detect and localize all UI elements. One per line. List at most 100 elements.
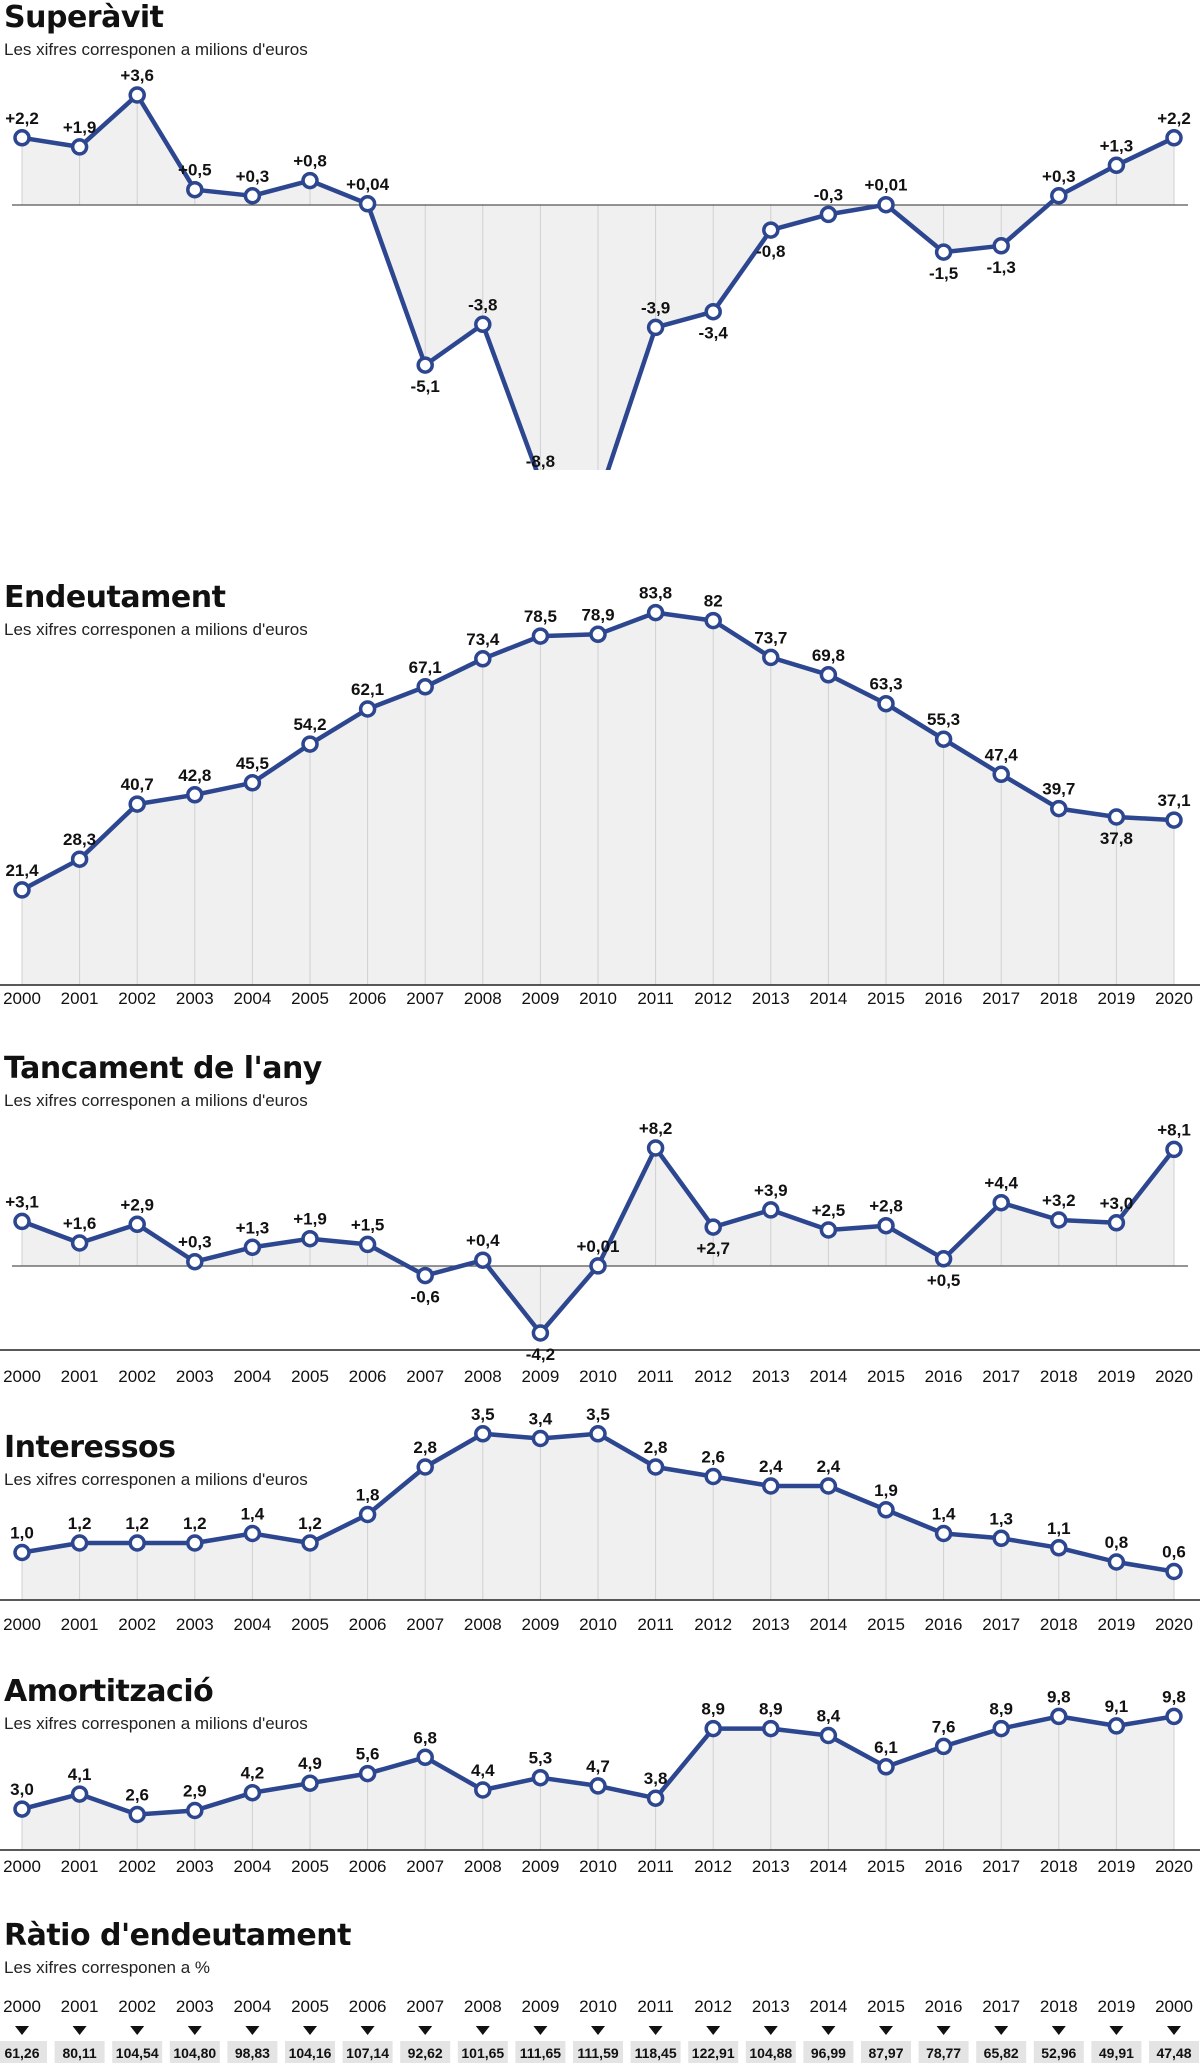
ratio-value: 104,88 [749, 2045, 792, 2061]
x-tick-label: 2003 [176, 1367, 214, 1386]
data-label: 37,8 [1100, 829, 1133, 848]
data-label: 3,8 [644, 1769, 668, 1788]
data-point [1050, 187, 1068, 205]
data-label: 73,7 [754, 628, 787, 647]
data-point [13, 129, 31, 147]
data-point [819, 666, 838, 684]
data-point [704, 1218, 722, 1236]
data-label: 1,3 [989, 1509, 1013, 1528]
x-tick-label: 2006 [349, 1997, 387, 2016]
x-tick-label: 2020 [1155, 1857, 1193, 1876]
data-point [992, 1719, 1010, 1738]
chart-interessos: Interessos Les xifres corresponen a mili… [0, 1405, 1200, 1634]
chart-title: Superàvit [4, 0, 164, 35]
data-label: 1,2 [125, 1514, 149, 1533]
x-tick-label: 2001 [61, 1367, 99, 1386]
data-point [877, 1501, 895, 1519]
data-label: 1,4 [241, 1505, 265, 1524]
chart-title: Amortització [4, 1674, 214, 1709]
x-tick-label: 2003 [176, 1997, 214, 2016]
data-point [762, 1201, 780, 1219]
x-tick-label: 2006 [349, 1857, 387, 1876]
data-point [1107, 1214, 1126, 1232]
data-label: 4,9 [298, 1754, 322, 1773]
x-tick-label: 2012 [694, 1615, 732, 1634]
data-label: +2,2 [1157, 109, 1191, 128]
triangle-down-icon [245, 2026, 260, 2035]
x-tick-label: 2013 [752, 1367, 790, 1386]
data-label: +2,9 [120, 1195, 154, 1214]
x-tick-label: 2007 [406, 989, 444, 1008]
data-label: -4,2 [526, 1345, 555, 1364]
x-tick-label: 2006 [349, 1615, 387, 1634]
ratio-value: 104,16 [289, 2045, 332, 2061]
data-label: +3,0 [1100, 1194, 1134, 1213]
x-tick-label: 2010 [579, 1997, 617, 2016]
data-point [646, 318, 665, 337]
data-label: +0,3 [236, 167, 270, 186]
x-tick-label: 2007 [406, 1997, 444, 2016]
data-point [416, 1458, 434, 1476]
value-cell [630, 2041, 681, 2063]
data-point [762, 648, 780, 667]
x-tick-label: 2003 [176, 1857, 214, 1876]
data-point [704, 1467, 722, 1486]
data-point [646, 1789, 665, 1807]
data-label: 78,5 [524, 607, 557, 626]
data-point [243, 187, 262, 205]
data-point [704, 611, 722, 630]
data-point [992, 237, 1010, 255]
triangle-down-icon [15, 2026, 29, 2035]
data-label: 1,9 [874, 1481, 898, 1500]
data-point [70, 850, 89, 868]
data-label: +3,2 [1042, 1191, 1076, 1210]
data-point [877, 1216, 895, 1235]
series-line [21, 92, 1175, 470]
data-point [646, 603, 665, 622]
data-label: 1,2 [183, 1514, 207, 1533]
triangle-down-icon [994, 2026, 1009, 2035]
data-point [819, 1221, 838, 1239]
x-tick-label: 2010 [579, 989, 617, 1008]
data-label: 2,4 [817, 1457, 841, 1476]
value-cell [861, 2041, 911, 2063]
x-tick-label: 2018 [1040, 1367, 1078, 1386]
x-tick-label: 2008 [464, 1367, 502, 1386]
data-label: -3,9 [641, 298, 670, 317]
x-tick-label: 2016 [925, 1615, 963, 1634]
x-tick-label: 2002 [118, 1997, 156, 2016]
x-tick-label: 2009 [521, 989, 559, 1008]
data-label: +0,5 [927, 1271, 961, 1290]
data-label: -5,1 [411, 377, 440, 396]
data-point [589, 1257, 607, 1275]
x-tick-label: 2000 [3, 1857, 41, 1876]
x-tick-label: 2009 [521, 1997, 559, 2016]
x-tick-label: 2015 [867, 1367, 905, 1386]
data-label: 9,8 [1162, 1687, 1186, 1706]
data-point [186, 180, 204, 199]
x-tick-label: 2014 [809, 1367, 847, 1386]
x-tick-label: 2002 [118, 989, 156, 1008]
x-tick-label: 2016 [925, 989, 963, 1008]
data-point [531, 627, 550, 645]
value-cell [918, 2041, 969, 2063]
data-label: 3,0 [10, 1780, 34, 1799]
triangle-down-icon [187, 2026, 202, 2035]
data-point [992, 765, 1010, 784]
x-tick-label: 2013 [752, 1615, 790, 1634]
value-cell [1149, 2041, 1199, 2063]
chart-subtitle: Les xifres corresponen a milions d'euros [4, 1714, 308, 1733]
data-label: 3,4 [529, 1410, 553, 1429]
data-point [70, 1785, 89, 1803]
data-label: 45,5 [236, 754, 269, 773]
data-label: 9,8 [1047, 1687, 1071, 1706]
x-tick-label: 2007 [406, 1367, 444, 1386]
ratio-value: 52,96 [1041, 2045, 1076, 2061]
data-point [1165, 1140, 1183, 1159]
x-tick-label: 2017 [982, 1857, 1020, 1876]
data-label: 82 [704, 592, 723, 611]
x-tick-label: 2020 [1155, 989, 1193, 1008]
x-tick-label: 2000 [3, 989, 41, 1008]
data-label: 83,8 [639, 584, 672, 603]
chart-subtitle: Les xifres corresponen a milions d'euros [4, 1470, 308, 1489]
